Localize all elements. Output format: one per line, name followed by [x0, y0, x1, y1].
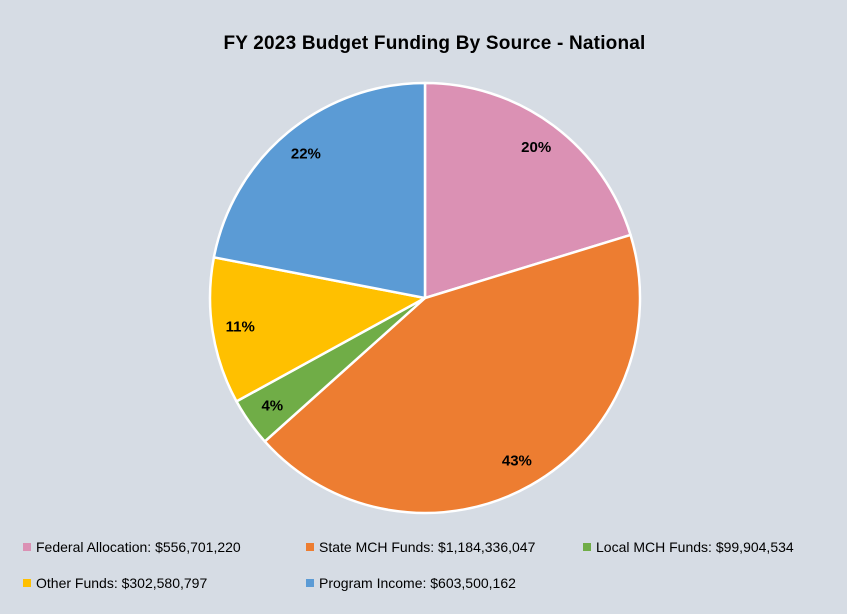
legend-item-program-income: Program Income: $603,500,162	[306, 575, 583, 591]
legend-item-federal-allocation: Federal Allocation: $556,701,220	[23, 539, 306, 555]
pie-slice-federal-allocation	[423, 81, 632, 300]
legend-label: Local MCH Funds: $99,904,534	[596, 539, 794, 555]
legend-label: State MCH Funds: $1,184,336,047	[319, 539, 536, 555]
pie-percent-label: 4%	[261, 398, 283, 415]
pie-slice-other-funds	[208, 256, 427, 403]
legend-item-local-mch-funds: Local MCH Funds: $99,904,534	[583, 539, 833, 555]
legend-swatch-icon	[583, 543, 591, 551]
chart-legend: Federal Allocation: $556,701,220 State MC…	[23, 539, 833, 591]
legend-swatch-icon	[23, 543, 31, 551]
pie-slice-program-income	[212, 81, 427, 300]
legend-swatch-icon	[306, 579, 314, 587]
legend-label: Program Income: $603,500,162	[319, 575, 516, 591]
legend-swatch-icon	[23, 579, 31, 587]
pie-chart: 20% 43% 4% 11% 22%	[208, 81, 642, 515]
pie-percent-label: 11%	[226, 319, 255, 336]
legend-swatch-icon	[306, 543, 314, 551]
legend-item-state-mch-funds: State MCH Funds: $1,184,336,047	[306, 539, 583, 555]
pie-slice-state-mch-funds	[263, 233, 642, 515]
chart-title: FY 2023 Budget Funding By Source - Natio…	[223, 33, 646, 54]
legend-label: Other Funds: $302,580,797	[36, 575, 208, 591]
pie-percent-label: 22%	[291, 145, 321, 162]
legend-item-other-funds: Other Funds: $302,580,797	[23, 575, 306, 591]
pie-percent-label: 20%	[521, 139, 551, 156]
legend-label: Federal Allocation: $556,701,220	[36, 539, 241, 555]
pie-percent-label: 43%	[502, 452, 532, 469]
